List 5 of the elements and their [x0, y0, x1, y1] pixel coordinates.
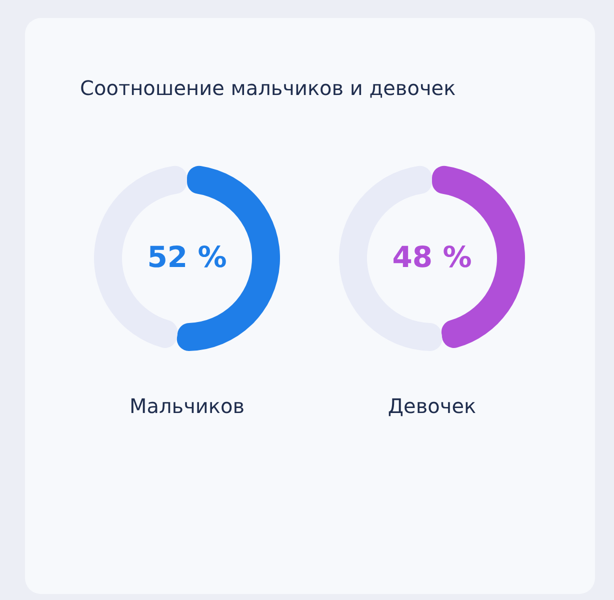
slice-label: Девочек: [388, 394, 476, 418]
data-label: 48 %: [392, 240, 472, 274]
slice-label: Мальчиков: [130, 394, 244, 418]
data-label: 52 %: [147, 240, 227, 274]
chart-title: Соотношение мальчиков и девочек: [80, 76, 456, 100]
